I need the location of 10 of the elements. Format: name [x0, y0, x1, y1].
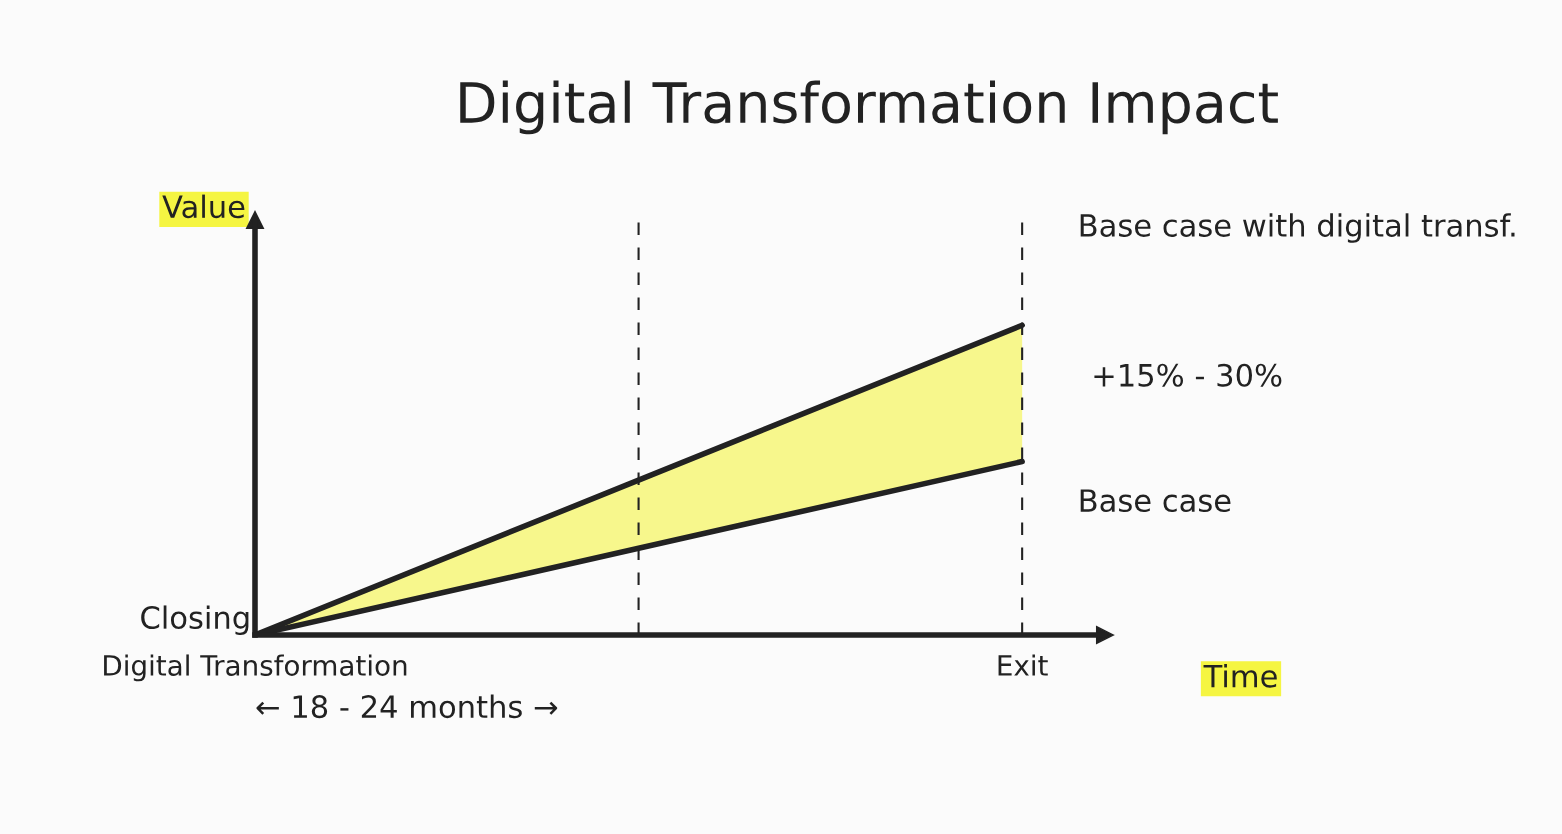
- x-tick-label: Exit: [998, 654, 1048, 676]
- annotation: +15% - 30%: [1094, 363, 1282, 387]
- text: ← 18 - 24 months →: [256, 694, 558, 719]
- x-tick-label: Digital Transformation: [104, 654, 407, 682]
- y-axis-title: Value: [162, 194, 245, 219]
- text: Closing: [141, 605, 249, 635]
- chart-title: Digital Transformation Impact: [460, 80, 1278, 135]
- text: Base case: [1080, 489, 1231, 513]
- text: Base case with digital transf.: [1080, 213, 1515, 243]
- x-axis-title: Time: [1203, 664, 1277, 688]
